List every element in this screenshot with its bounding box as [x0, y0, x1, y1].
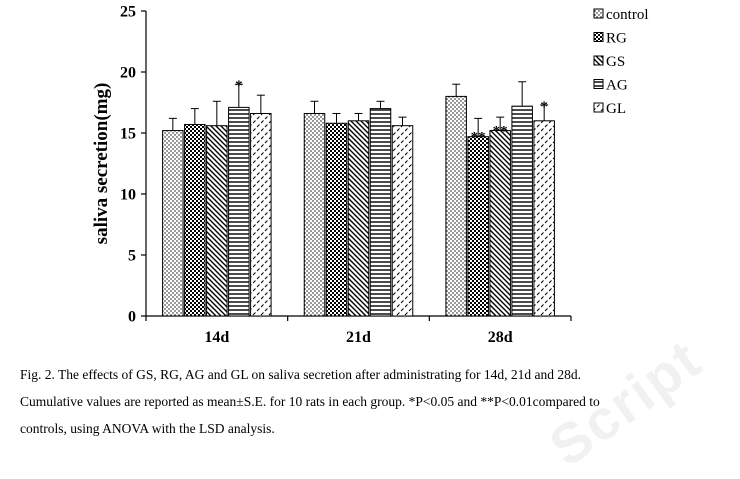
bar-RG-21d [325, 122, 348, 317]
legend-label-AG: AG [606, 78, 628, 94]
x-tick-label: 14d [204, 329, 229, 346]
bar-GS-28d [489, 130, 511, 317]
legend-swatch-GS [593, 55, 604, 66]
bar-AG-21d [369, 108, 392, 317]
legend-swatch-control [593, 8, 604, 19]
x-tick-label: 21d [346, 329, 371, 346]
y-tick-label: 15 [120, 126, 136, 143]
bar-AG-14d [228, 106, 250, 317]
caption-line-1: Fig. 2. The effects of GS, RG, AG and GL… [20, 367, 582, 382]
legend-label-GL: GL [606, 101, 626, 117]
legend-swatch-AG [593, 79, 604, 89]
legend-label-GS: GS [606, 54, 625, 70]
legend-label-control: control [606, 7, 649, 23]
caption-line-2: Cumulative values are reported as mean±S… [20, 394, 600, 409]
bar-GL-21d [391, 125, 414, 317]
bar-control-21d [303, 112, 326, 317]
significance-mark: ** [471, 130, 486, 146]
bar-GS-14d [206, 125, 228, 317]
bar-AG-28d [511, 105, 533, 317]
y-axis-label: saliva secretion(mg) [91, 83, 112, 245]
x-tick-label: 28d [488, 329, 513, 346]
bar-control-28d [445, 95, 467, 317]
y-tick-label: 10 [120, 187, 136, 204]
y-tick-label: 5 [128, 248, 136, 265]
significance-mark: * [235, 78, 243, 94]
bar-GL-28d [533, 120, 555, 317]
legend-label-RG: RG [606, 31, 627, 47]
legend-swatch-GL [593, 102, 604, 113]
bar-RG-14d [184, 123, 206, 317]
figure-caption: Fig. 2. The effects of GS, RG, AG and GL… [20, 361, 722, 442]
caption-line-3: controls, using ANOVA with the LSD analy… [20, 421, 275, 436]
bar-GL-14d [250, 112, 272, 317]
significance-mark: * [540, 99, 548, 115]
y-tick-label: 0 [128, 309, 136, 326]
bar-control-14d [162, 130, 184, 317]
y-tick-label: 20 [120, 65, 136, 82]
y-tick-label: 25 [120, 4, 136, 21]
legend-swatch-RG [593, 32, 604, 42]
significance-mark: ** [493, 124, 508, 140]
bar-RG-28d [467, 136, 489, 317]
bar-GS-21d [347, 120, 370, 317]
